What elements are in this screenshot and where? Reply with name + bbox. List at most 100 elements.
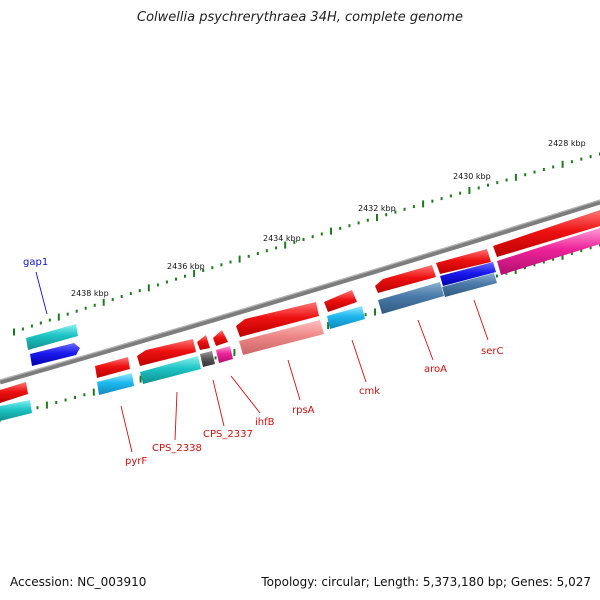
gene-arrow-aroA[interactable] (375, 265, 436, 293)
outer-scale-minor-tick (570, 160, 573, 164)
gene-arrow-CPS_2338[interactable] (137, 339, 196, 366)
outer-scale-minor-tick (165, 280, 168, 284)
outer-scale-minor-tick (302, 238, 305, 241)
outer-scale-major-tick (57, 313, 60, 321)
gene-arrow-gap1-cyan[interactable] (26, 324, 78, 350)
gene-label-gap1[interactable]: gap1 (23, 257, 48, 268)
outer-scale-major-tick (13, 328, 15, 336)
gene-arrow-CPS_2337-grey[interactable] (200, 351, 215, 367)
outer-scale-minor-tick (84, 306, 87, 310)
outer-scale-minor-tick (552, 165, 555, 169)
gene-label-serC[interactable]: serC (481, 346, 503, 357)
scale-label-2432: 2432 kbp (358, 204, 396, 213)
outer-scale-minor-tick (66, 312, 69, 316)
gene-arrow-serC-steel[interactable] (442, 273, 497, 297)
gene-arrow-left-edge-cyan[interactable] (0, 400, 32, 421)
outer-scale-minor-tick (348, 224, 351, 228)
gene-arrow-aroA-steel[interactable] (378, 282, 444, 314)
topology-text: Topology: circular; Length: 5,373,180 bp… (261, 575, 591, 589)
inner-scale-major-tick (233, 349, 236, 357)
inner-scale-minor-tick (570, 252, 573, 255)
outer-scale-major-tick (284, 241, 287, 249)
outer-scale-major-tick (330, 227, 332, 235)
gene-label-pyrF[interactable]: pyrF (125, 456, 147, 467)
gene-arrow-ihfB-pink[interactable] (216, 346, 233, 363)
outer-scale-major-tick (561, 160, 564, 168)
outer-scale-minor-tick (542, 168, 545, 171)
outer-scale-minor-tick (394, 210, 397, 214)
inner-scale-minor-tick (580, 249, 583, 253)
outer-scale-major-tick (102, 298, 105, 306)
outer-scale-major-tick (376, 214, 378, 221)
page-title: Colwellia psychrerythraea 34H, complete … (137, 10, 463, 25)
gene-arrow-serC-region[interactable] (436, 249, 491, 274)
gene-label-ihfB[interactable]: ihfB (255, 417, 275, 428)
gene-arrow-pyrF-cyan[interactable] (97, 373, 134, 395)
outer-scale-minor-tick (339, 226, 342, 230)
scale-ticks (0, 152, 600, 422)
gene-label-cmk[interactable]: cmk (359, 386, 380, 397)
outer-scale-minor-tick (403, 207, 406, 211)
outer-scale-minor-tick (449, 194, 452, 198)
outer-scale-minor-tick (496, 181, 499, 185)
gene-arrow-cmk[interactable] (324, 290, 357, 312)
gene-arrow-serC-blue[interactable] (440, 262, 496, 286)
outer-scale-minor-tick (111, 297, 114, 301)
inner-scale-major-tick (561, 252, 564, 260)
inner-scale-major-tick (374, 308, 376, 316)
inner-scale-minor-tick (64, 398, 67, 402)
outer-scale-minor-tick (275, 246, 278, 250)
gene-arrow-right-edge[interactable] (493, 210, 600, 257)
inner-scale-minor-tick (533, 263, 536, 267)
inner-scale-minor-tick (55, 401, 58, 404)
outer-scale-minor-tick (589, 155, 592, 159)
inner-scale-minor-tick (36, 406, 39, 410)
genome-backbone (0, 199, 600, 385)
outer-scale-minor-tick (505, 178, 508, 182)
gene-arrow-gap1[interactable] (30, 343, 80, 366)
inner-scale-major-tick (327, 322, 330, 330)
outer-scale-minor-tick (533, 170, 536, 174)
gene-arrow-cmk-sky[interactable] (327, 306, 365, 329)
gene-arrows (0, 210, 600, 421)
outer-scale-major-tick (147, 284, 150, 292)
outer-scale-major-tick (422, 200, 425, 208)
outer-scale-major-tick (238, 255, 241, 263)
outer-scale-minor-tick (21, 327, 24, 331)
accession-text: Accession: NC_003910 (10, 575, 147, 589)
outer-scale-minor-tick (129, 292, 132, 296)
gene-arrow-pyrF[interactable] (95, 357, 130, 378)
inner-scale-major-tick (45, 401, 48, 409)
outer-scale-minor-tick (229, 260, 232, 264)
scale-label-2438: 2438 kbp (71, 289, 109, 298)
gene-arrow-rpsA-salmon[interactable] (239, 320, 324, 355)
gene-arrow-rpsA[interactable] (236, 302, 319, 337)
gene-label-CPS_2338[interactable]: CPS_2338 (152, 443, 202, 454)
outer-scale-minor-tick (431, 199, 434, 203)
gene-arrow-right-edge-pink[interactable] (497, 228, 600, 275)
outer-scale-minor-tick (93, 303, 96, 307)
inner-scale-minor-tick (364, 313, 367, 317)
outer-scale-minor-tick (412, 205, 415, 209)
gene-arrow-left-edge[interactable] (0, 382, 28, 403)
outer-scale-minor-tick (184, 274, 186, 278)
gene-arrow-ihfB[interactable] (213, 330, 228, 346)
inner-scale-minor-tick (495, 274, 498, 278)
outer-scale-minor-tick (156, 283, 159, 287)
gene-label-CPS_2337[interactable]: CPS_2337 (203, 429, 253, 440)
gene-label-rpsA[interactable]: rpsA (292, 405, 315, 416)
outer-scale-minor-tick (477, 186, 480, 190)
gene-arrow-CPS_2337[interactable] (197, 335, 210, 350)
outer-scale-major-tick (193, 269, 196, 277)
outer-scale-major-tick (514, 173, 517, 181)
scale-label-2430: 2430 kbp (453, 172, 491, 181)
gene-label-aroA[interactable]: aroA (424, 364, 447, 375)
outer-scale-minor-tick (487, 183, 489, 187)
gene-arrow-CPS_2338-cyan[interactable] (140, 356, 201, 384)
outer-scale-major-tick (468, 187, 471, 194)
inner-scale-major-tick (139, 375, 142, 383)
outer-scale-minor-tick (311, 235, 314, 239)
outer-scale-minor-tick (293, 240, 296, 244)
outer-scale-minor-tick (120, 295, 123, 298)
outer-scale-minor-tick (39, 321, 42, 325)
